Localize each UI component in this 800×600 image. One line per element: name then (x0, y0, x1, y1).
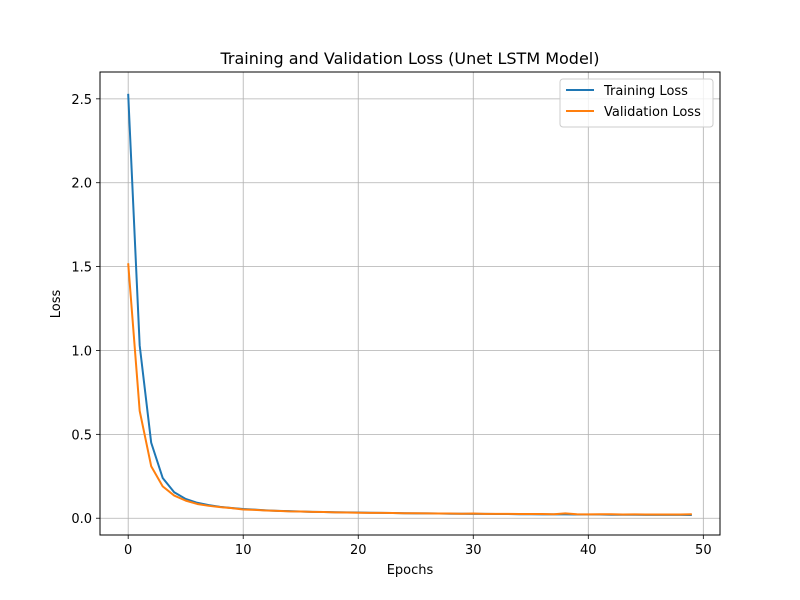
legend-label-training-loss: Training Loss (603, 84, 688, 99)
y-tick-label: 0.5 (71, 428, 92, 443)
y-axis-label: Loss (49, 290, 64, 319)
x-tick-label: 10 (235, 543, 252, 558)
legend: Training Loss Validation Loss (559, 78, 714, 128)
y-tick-label: 2.0 (71, 177, 92, 192)
y-axis-ticks: 0.0 0.5 1.0 1.5 2.0 2.5 (71, 93, 100, 527)
x-axis-label: Epochs (387, 563, 434, 578)
x-tick-label: 0 (124, 543, 132, 558)
y-tick-label: 0.0 (71, 512, 92, 527)
grid-lines (100, 72, 720, 535)
series-line-validation-loss (127, 263, 692, 516)
y-tick-label: 1.5 (71, 261, 92, 276)
x-axis-ticks: 0 10 20 30 40 50 (124, 535, 712, 558)
x-tick-label: 20 (350, 543, 367, 558)
x-tick-label: 40 (580, 543, 597, 558)
y-tick-label: 2.5 (71, 93, 92, 108)
x-tick-label: 30 (465, 543, 482, 558)
legend-label-validation-loss: Validation Loss (604, 105, 701, 120)
y-tick-label: 1.0 (71, 344, 92, 359)
chart-title: Training and Validation Loss (Unet LSTM … (220, 49, 600, 68)
legend-box (559, 78, 714, 128)
x-tick-label: 50 (695, 543, 712, 558)
series-lines (127, 93, 692, 517)
plot-frame (99, 71, 721, 536)
